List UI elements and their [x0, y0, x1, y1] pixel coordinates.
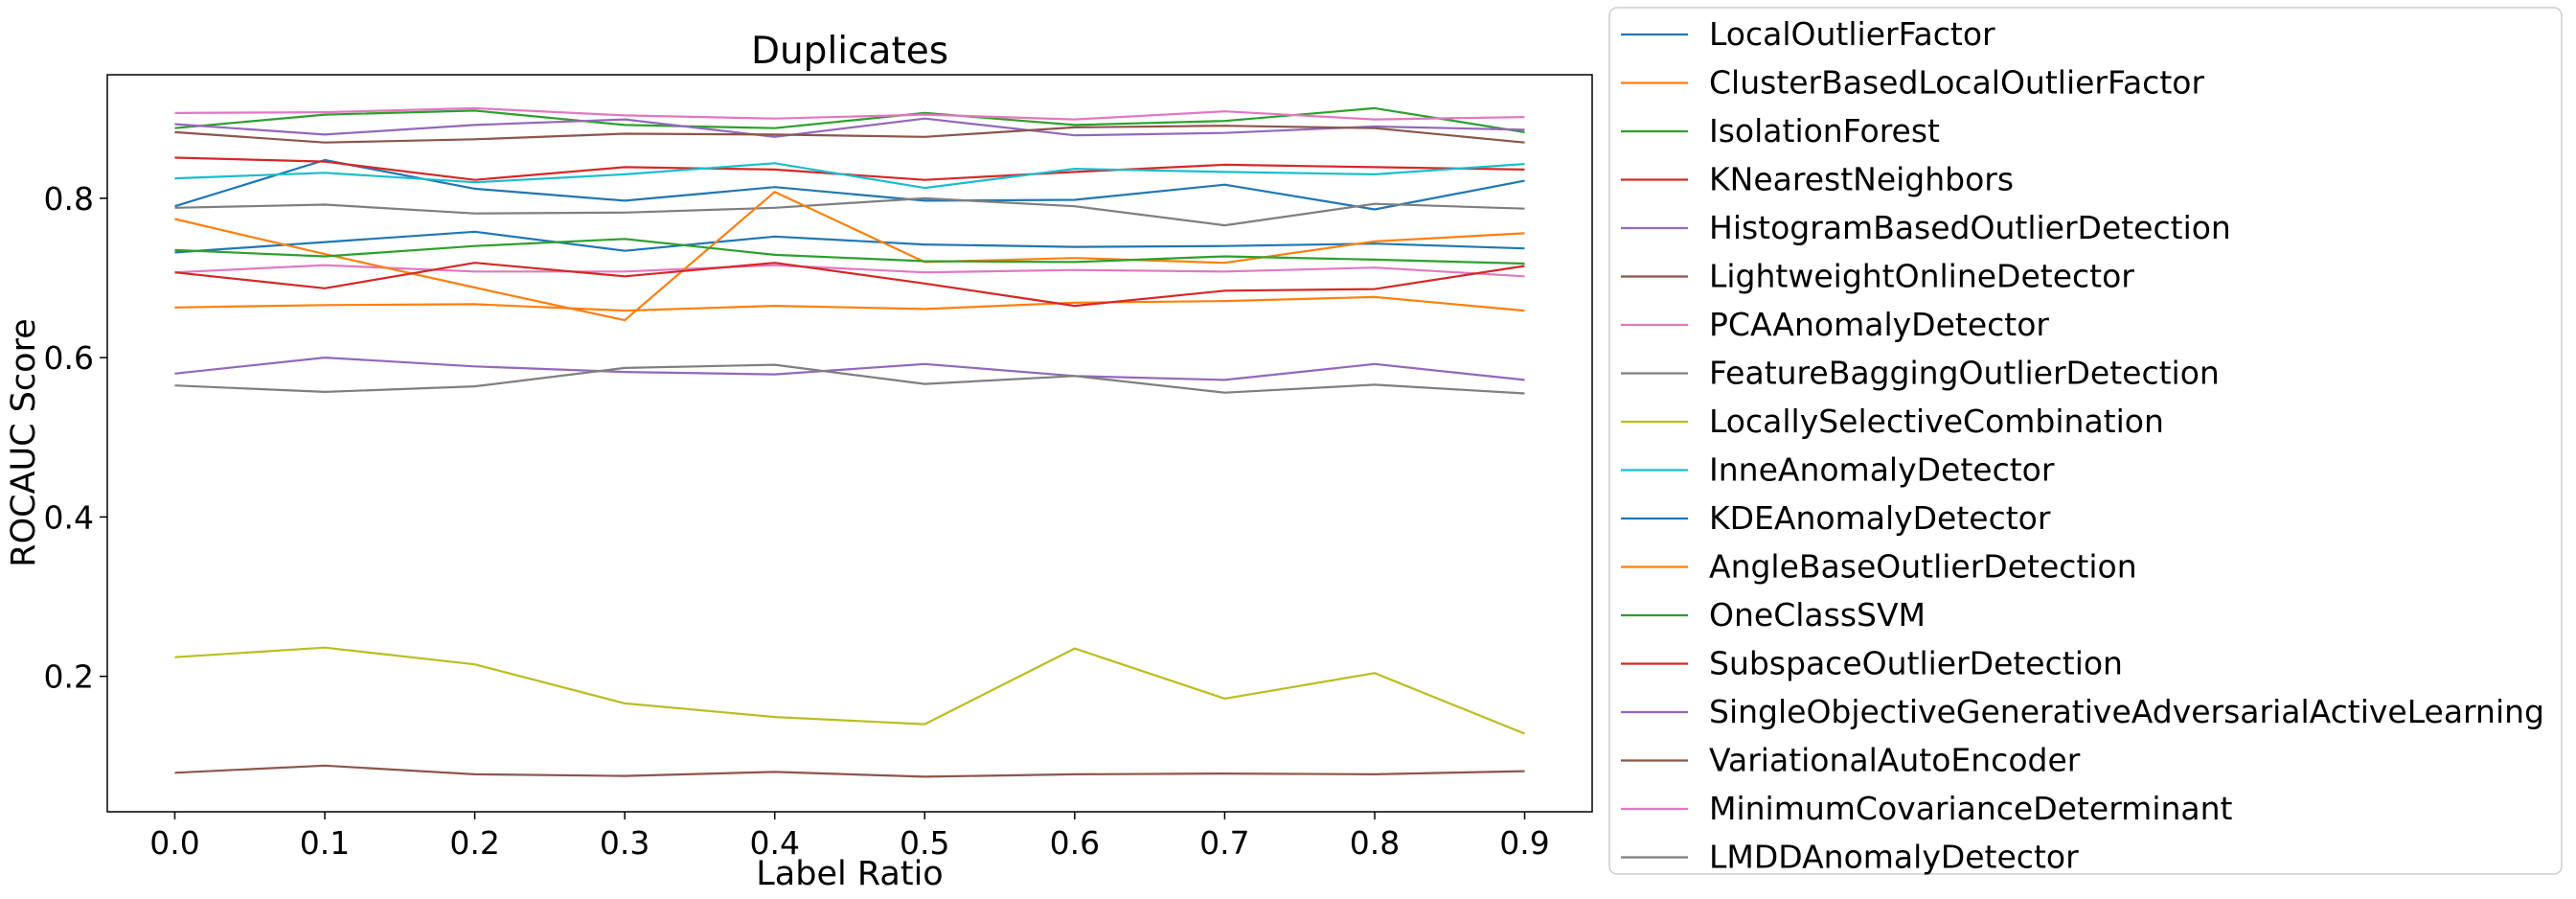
legend-label-14: SingleObjectiveGenerativeAdversarialActi…: [1709, 693, 2544, 730]
series-line-9: [174, 162, 1525, 190]
x-tick-label: 0.4: [749, 824, 799, 862]
legend-label-10: KDEAnomalyDetector: [1709, 499, 2051, 537]
legend-label-8: LocallySelectiveCombination: [1709, 403, 2164, 440]
legend-label-12: OneClassSVM: [1709, 596, 1926, 634]
chart-title: Duplicates: [751, 30, 948, 73]
series-line-7: [174, 196, 1525, 227]
y-tick-label: 0.8: [44, 180, 94, 218]
legend-label-4: HistogramBasedOutlierDetection: [1709, 209, 2231, 246]
plot-layer: [174, 106, 1525, 778]
legend-frame: [1608, 7, 2563, 875]
x-tick-label: 0.9: [1499, 824, 1549, 862]
legend-label-0: LocalOutlierFactor: [1709, 15, 1995, 53]
legend-label-2: IsolationForest: [1709, 112, 1940, 150]
legend-label-7: FeatureBaggingOutlierDetection: [1709, 355, 2220, 392]
x-tick-label: 0.6: [1050, 824, 1100, 862]
legend-label-15: VariationalAutoEncoder: [1709, 742, 2081, 779]
y-tick-label: 0.4: [44, 498, 94, 536]
x-axis-label: Label Ratio: [756, 855, 943, 893]
legend-label-6: PCAAnomalyDetector: [1709, 306, 2049, 343]
series-line-15: [174, 125, 1525, 144]
legend: LocalOutlierFactor ClusterBasedLocalOutli…: [1608, 7, 2563, 876]
series-line-12: [174, 238, 1525, 265]
series-line-14: [174, 117, 1525, 138]
legend-label-1: ClusterBasedLocalOutlierFactor: [1709, 64, 2204, 102]
x-tick-label: 0.2: [449, 824, 499, 862]
x-tick-label: 0.8: [1350, 824, 1400, 862]
series-line-8: [174, 646, 1525, 735]
x-tick-label: 0.5: [900, 824, 949, 862]
x-tick-label: 0.7: [1199, 824, 1249, 862]
x-tick-label: 0.0: [149, 824, 199, 862]
x-tick-label: 0.1: [300, 824, 350, 862]
series-line-0: [174, 158, 1525, 211]
series-line-4: [174, 357, 1525, 381]
series-line-17: [174, 363, 1525, 395]
series-line-16: [174, 106, 1525, 121]
y-tick-label: 0.6: [44, 339, 94, 377]
series-line-6: [174, 264, 1525, 278]
tick-layer: 0.0 0.1 0.2 0.3 0.4 0.5 0.6 0.7 0.8 0.9 0.2 0.4 0.6 0…: [44, 180, 1550, 862]
series-line-13: [174, 262, 1525, 308]
series-line-11: [174, 191, 1525, 322]
legend-label-3: KNearestNeighbors: [1709, 161, 2014, 198]
series-line-10: [174, 230, 1525, 254]
y-tick-label: 0.2: [44, 658, 94, 696]
legend-label-17: LMDDAnomalyDetector: [1709, 839, 2079, 876]
legend-label-11: AngleBaseOutlierDetection: [1709, 548, 2137, 586]
x-tick-label: 0.3: [600, 824, 650, 862]
legend-label-5: LightweightOnlineDetector: [1709, 258, 2134, 295]
plot-frame: [106, 74, 1593, 813]
legend-label-16: MinimumCovarianceDeterminant: [1709, 790, 2233, 827]
series-line-5: [174, 764, 1525, 778]
y-axis-label: ROCAUC Score: [5, 318, 43, 566]
series-line-1: [174, 295, 1525, 312]
legend-label-13: SubspaceOutlierDetection: [1709, 645, 2123, 682]
legend-label-9: InneAnomalyDetector: [1709, 451, 2055, 489]
